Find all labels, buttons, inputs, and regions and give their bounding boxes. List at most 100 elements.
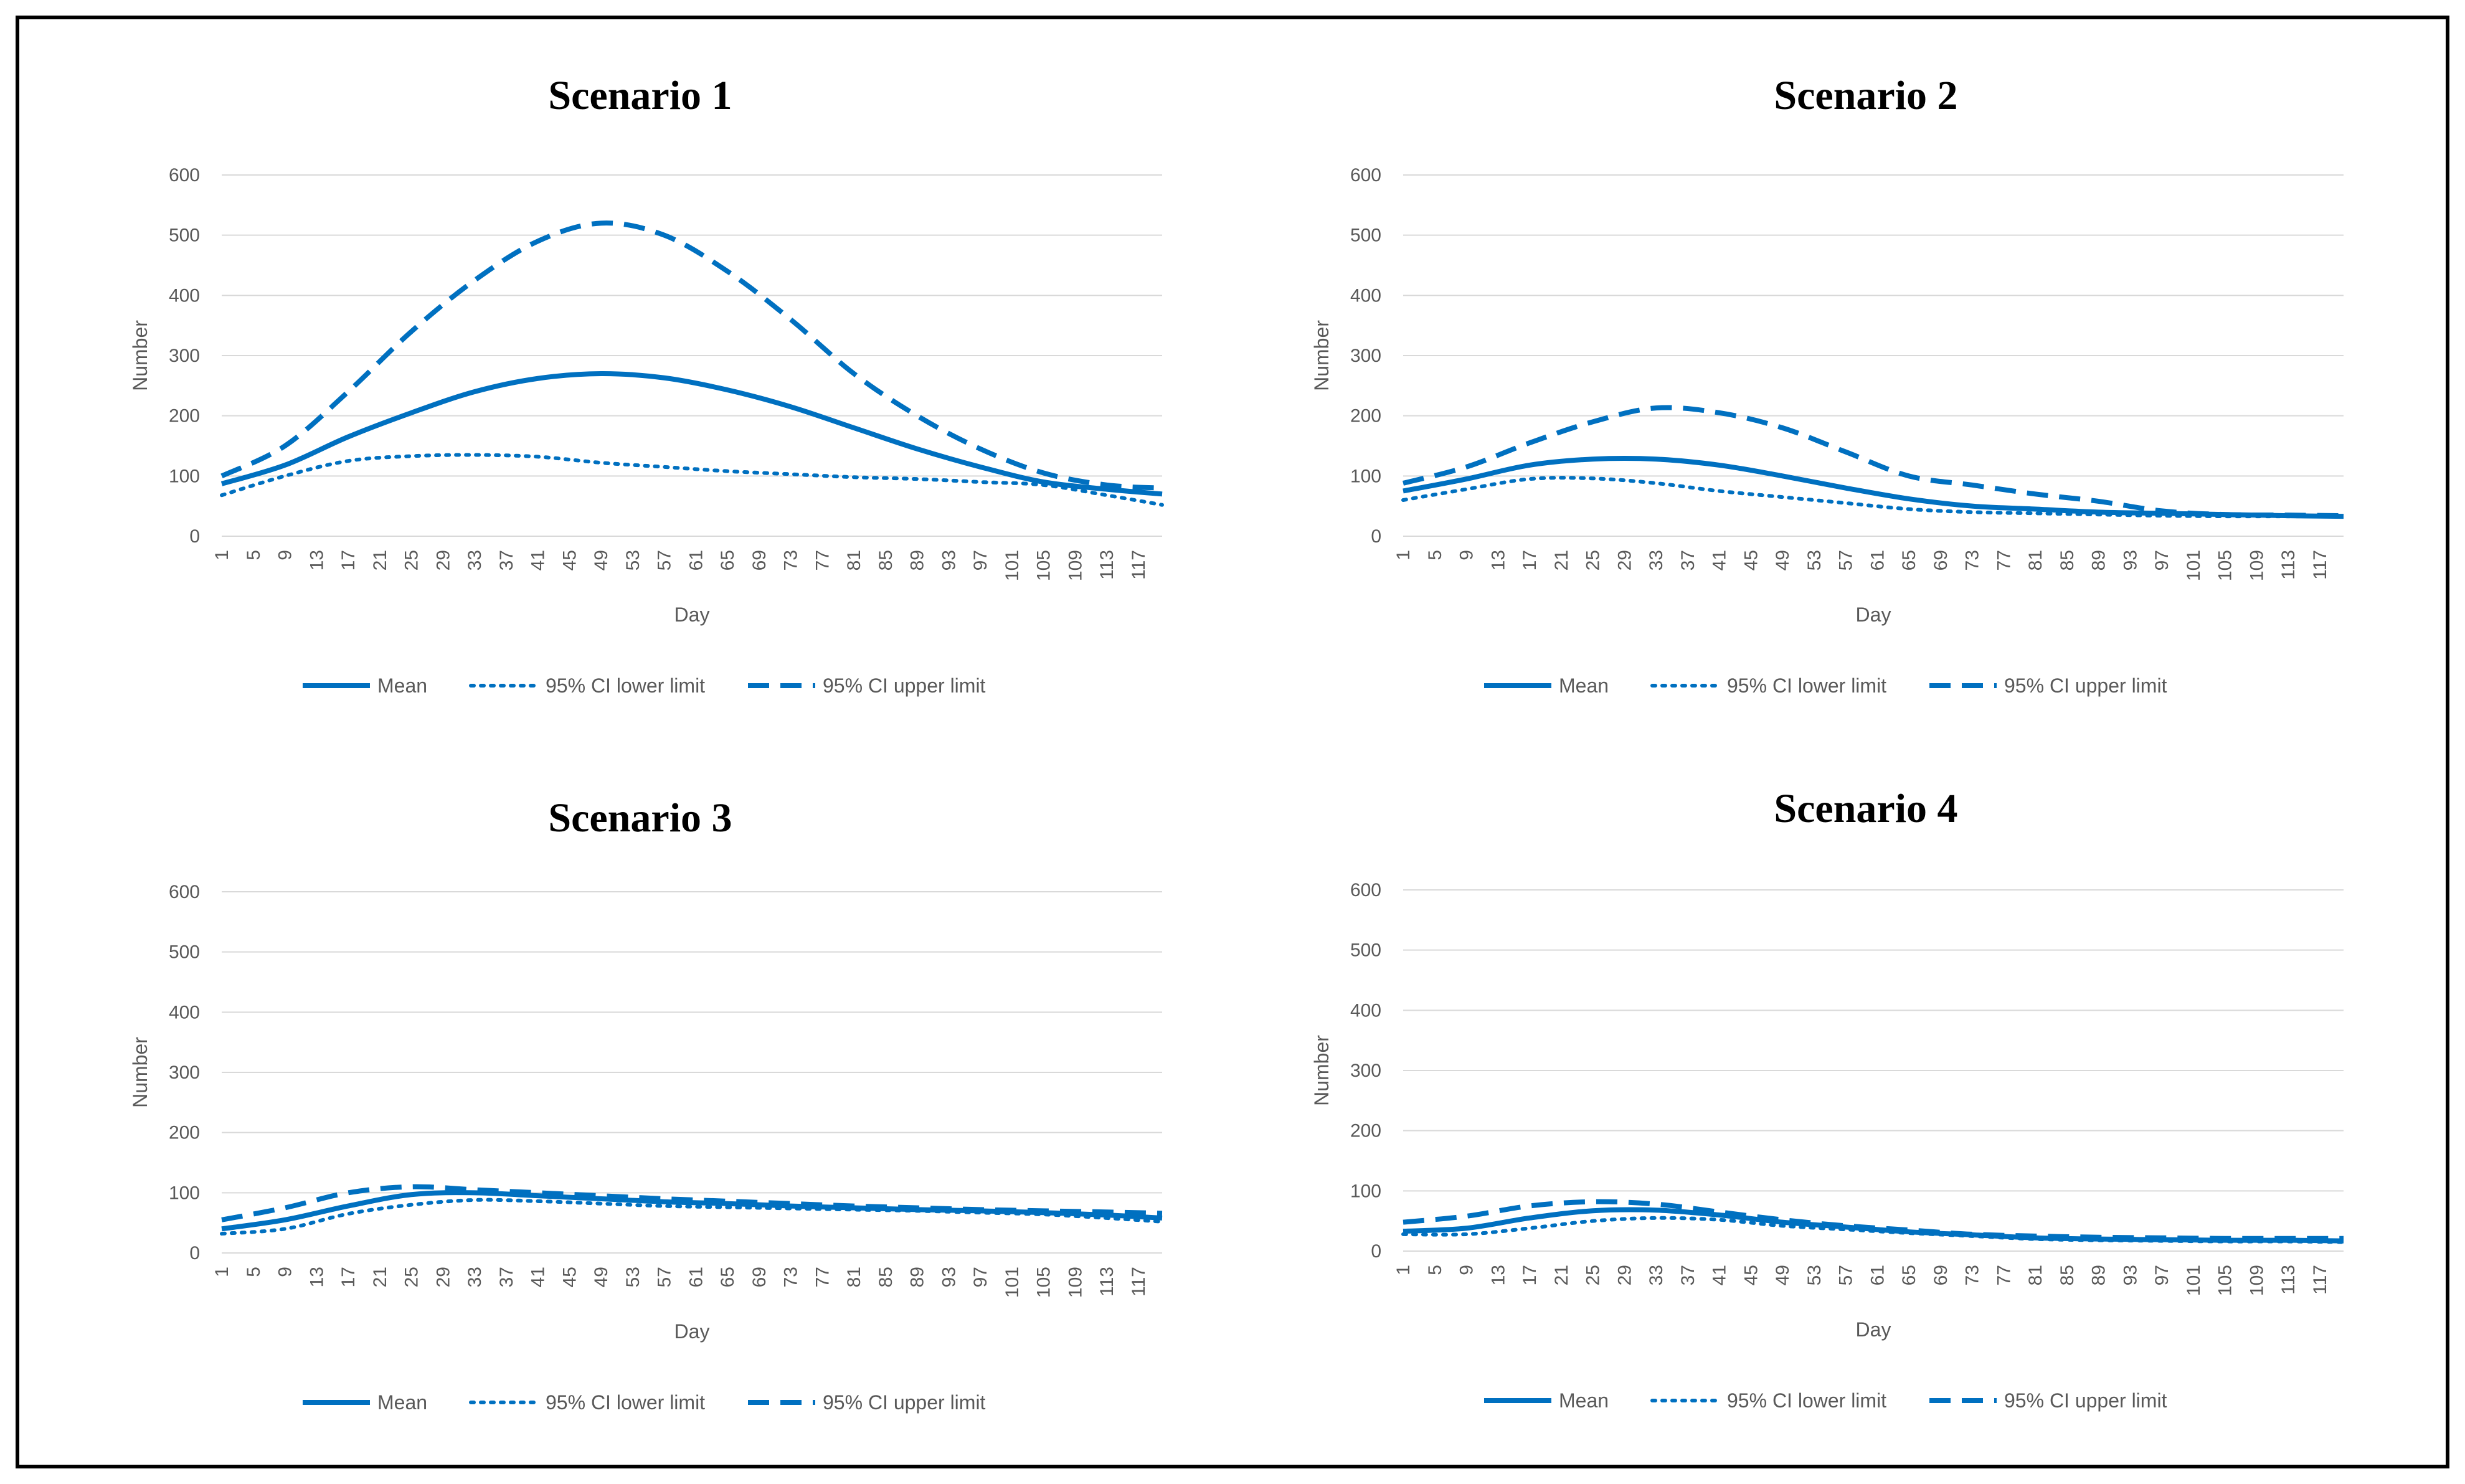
x-tick-label: 89 bbox=[2089, 550, 2109, 570]
y-tick-label: 300 bbox=[1350, 346, 1381, 366]
x-tick-label: 25 bbox=[402, 550, 422, 570]
y-tick-label: 0 bbox=[189, 1243, 200, 1264]
legend-label: Mean bbox=[377, 1391, 427, 1414]
y-tick-label: 200 bbox=[169, 406, 200, 427]
x-tick-label: 73 bbox=[1962, 550, 1983, 570]
x-tick-label: 13 bbox=[1488, 550, 1508, 570]
x-tick-label: 113 bbox=[2278, 550, 2299, 580]
x-tick-label: 113 bbox=[1097, 1267, 1117, 1297]
x-tick-label: 105 bbox=[1034, 1267, 1054, 1298]
y-tick-label: 400 bbox=[1350, 285, 1381, 306]
x-tick-label: 109 bbox=[2246, 1265, 2267, 1296]
x-tick-label: 1 bbox=[1393, 550, 1414, 560]
y-tick-label: 300 bbox=[169, 346, 200, 366]
x-tick-label: 101 bbox=[1002, 1267, 1023, 1298]
x-tick-label: 37 bbox=[1678, 550, 1698, 570]
x-tick-label: 21 bbox=[1551, 550, 1572, 570]
x-tick-label: 9 bbox=[1457, 550, 1477, 560]
x-tick-label: 61 bbox=[1867, 1265, 1888, 1285]
chart-panel-2: Scenario 2 0 100 200 300 400 500 600 1 5 9 13 17 21 25… bbox=[1310, 73, 2345, 697]
x-tick-label: 89 bbox=[2089, 1265, 2109, 1285]
x-tick-label: 25 bbox=[402, 1267, 422, 1287]
x-tick-label: 57 bbox=[655, 550, 675, 570]
x-tick-label: 21 bbox=[1551, 1265, 1572, 1285]
legend-label: 95% CI lower limit bbox=[546, 1391, 705, 1414]
x-tick-label: 69 bbox=[749, 1267, 770, 1287]
x-tick-label: 61 bbox=[686, 550, 706, 570]
chart-title: Scenario 3 bbox=[548, 795, 732, 841]
x-tick-label: 9 bbox=[275, 1267, 296, 1277]
y-tick-label: 400 bbox=[1350, 1000, 1381, 1021]
x-tick-label: 5 bbox=[244, 550, 264, 560]
y-tick-label: 100 bbox=[1350, 466, 1381, 486]
y-tick-label: 400 bbox=[169, 285, 200, 306]
x-tick-label: 29 bbox=[1614, 550, 1635, 570]
x-tick-label: 77 bbox=[812, 550, 833, 570]
y-tick-label: 600 bbox=[169, 165, 200, 186]
x-tick-label: 49 bbox=[591, 1267, 612, 1287]
x-tick-label: 5 bbox=[1425, 1265, 1445, 1275]
x-tick-label: 81 bbox=[2025, 1265, 2046, 1285]
x-tick-label: 73 bbox=[781, 1267, 802, 1287]
y-tick-label: 500 bbox=[1350, 225, 1381, 246]
x-tick-label: 89 bbox=[907, 550, 928, 570]
series-line-95-ci-upper-limit bbox=[220, 220, 1163, 491]
x-tick-label: 17 bbox=[1520, 1265, 1540, 1285]
x-tick-label: 69 bbox=[749, 550, 770, 570]
x-tick-label: 117 bbox=[2310, 550, 2330, 580]
series-line-mean bbox=[220, 371, 1163, 497]
legend-label: Mean bbox=[1559, 1389, 1609, 1412]
x-tick-label: 81 bbox=[844, 1267, 864, 1287]
x-tick-label: 33 bbox=[1646, 550, 1667, 570]
x-tick-label: 109 bbox=[1065, 1267, 1086, 1298]
x-tick-label: 81 bbox=[2025, 550, 2046, 570]
y-tick-label: 600 bbox=[169, 882, 200, 902]
y-axis-label: Number bbox=[1310, 320, 1333, 391]
y-tick-label: 600 bbox=[1350, 165, 1381, 186]
y-tick-label: 300 bbox=[1350, 1061, 1381, 1081]
x-tick-label: 97 bbox=[2152, 550, 2172, 570]
x-tick-label: 105 bbox=[2215, 1265, 2236, 1296]
x-tick-label: 1 bbox=[212, 550, 232, 560]
x-tick-label: 33 bbox=[1646, 1265, 1667, 1285]
y-tick-label: 200 bbox=[169, 1123, 200, 1143]
x-tick-label: 41 bbox=[528, 550, 549, 570]
x-tick-label: 93 bbox=[2120, 1265, 2141, 1285]
x-tick-label: 13 bbox=[1488, 1265, 1508, 1285]
x-tick-label: 65 bbox=[717, 1267, 738, 1287]
x-tick-label: 45 bbox=[1741, 550, 1761, 570]
y-tick-label: 0 bbox=[1371, 1241, 1381, 1262]
x-tick-label: 57 bbox=[1836, 550, 1857, 570]
series-line-95-ci-lower-limit bbox=[220, 453, 1164, 507]
chart-panel-1: Scenario 1 0 100 200 300 400 500 600 1 5 9 13 17 21 25… bbox=[129, 73, 1164, 697]
x-tick-label: 17 bbox=[338, 1267, 359, 1287]
x-tick-label: 25 bbox=[1583, 550, 1604, 570]
x-tick-label: 45 bbox=[559, 1267, 580, 1287]
x-tick-label: 77 bbox=[1994, 1265, 2014, 1285]
legend-label: 95% CI lower limit bbox=[546, 674, 705, 697]
x-tick-label: 93 bbox=[2120, 550, 2141, 570]
x-tick-label: 37 bbox=[496, 1267, 517, 1287]
x-tick-label: 101 bbox=[2183, 550, 2204, 581]
x-tick-label: 21 bbox=[370, 1267, 390, 1287]
x-tick-label: 81 bbox=[844, 550, 864, 570]
y-tick-label: 200 bbox=[1350, 406, 1381, 427]
x-tick-label: 9 bbox=[275, 550, 296, 560]
x-tick-label: 69 bbox=[1931, 1265, 1951, 1285]
x-tick-label: 105 bbox=[2215, 550, 2236, 581]
x-tick-label: 49 bbox=[1772, 1265, 1793, 1285]
y-tick-label: 300 bbox=[169, 1062, 200, 1083]
x-tick-label: 109 bbox=[2246, 550, 2267, 581]
x-tick-label: 93 bbox=[939, 550, 959, 570]
series-line-95-ci-lower-limit bbox=[1401, 476, 2345, 519]
y-tick-label: 0 bbox=[189, 526, 200, 547]
legend-label: 95% CI lower limit bbox=[1727, 674, 1886, 697]
x-tick-label: 61 bbox=[1867, 550, 1888, 570]
x-tick-label: 17 bbox=[338, 550, 359, 570]
x-tick-label: 89 bbox=[907, 1267, 928, 1287]
x-tick-label: 1 bbox=[212, 1267, 232, 1277]
legend-label: 95% CI upper limit bbox=[2004, 674, 2167, 697]
x-tick-label: 101 bbox=[1002, 550, 1023, 581]
x-tick-label: 41 bbox=[528, 1267, 549, 1287]
